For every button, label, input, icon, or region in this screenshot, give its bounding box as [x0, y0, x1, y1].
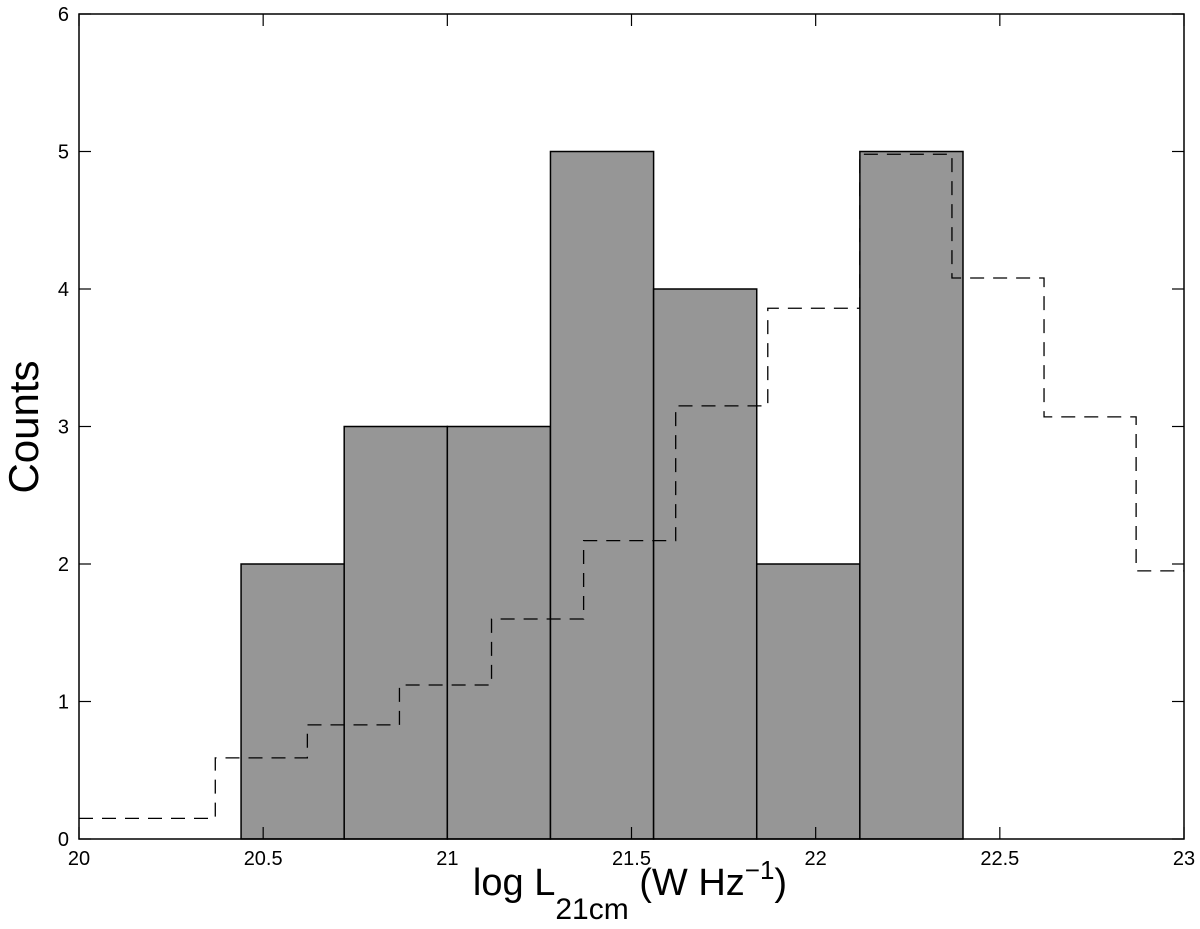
y-tick-label: 6 — [58, 4, 69, 26]
bars-layer — [240, 150, 964, 840]
histogram-bar-3 — [446, 425, 552, 840]
y-tick-label: 3 — [58, 417, 69, 439]
histogram-bar-4 — [549, 150, 655, 840]
dashed-step-line — [79, 153, 1184, 820]
x-tick-label: 20 — [68, 848, 90, 870]
ticks-layer — [78, 13, 1185, 840]
x-tick-label: 21 — [436, 848, 458, 870]
dashed-step-layer — [79, 153, 1184, 820]
y-axis-title: Counts — [0, 360, 47, 493]
histogram-bar-5 — [652, 288, 758, 840]
y-tick-label: 4 — [58, 279, 69, 301]
histogram-bar-6 — [755, 563, 861, 840]
histogram-bar-1 — [240, 563, 345, 840]
x-axis-title-superscript: −1 — [745, 855, 775, 885]
x-tick-label: 21.5 — [612, 848, 651, 870]
x-axis-title-close: ) — [774, 862, 787, 904]
y-tick-label: 2 — [58, 554, 69, 576]
x-tick-label: 22 — [805, 848, 827, 870]
x-axis-title: log L21cm (W Hz−1) — [473, 855, 787, 926]
histogram-bar-7 — [859, 150, 964, 840]
x-axis-title-unit: (W Hz — [629, 862, 745, 904]
x-tick-label: 22.5 — [980, 848, 1019, 870]
x-tick-label: 23 — [1173, 848, 1195, 870]
x-axis-title-subscript: 21cm — [555, 893, 628, 926]
y-tick-label: 1 — [58, 692, 69, 714]
x-tick-label: 20.5 — [244, 848, 283, 870]
y-tick-label: 5 — [58, 142, 69, 164]
histogram-bar-2 — [343, 425, 449, 840]
x-axis-title-main: log L — [473, 862, 555, 904]
y-tick-label: 0 — [58, 829, 69, 851]
